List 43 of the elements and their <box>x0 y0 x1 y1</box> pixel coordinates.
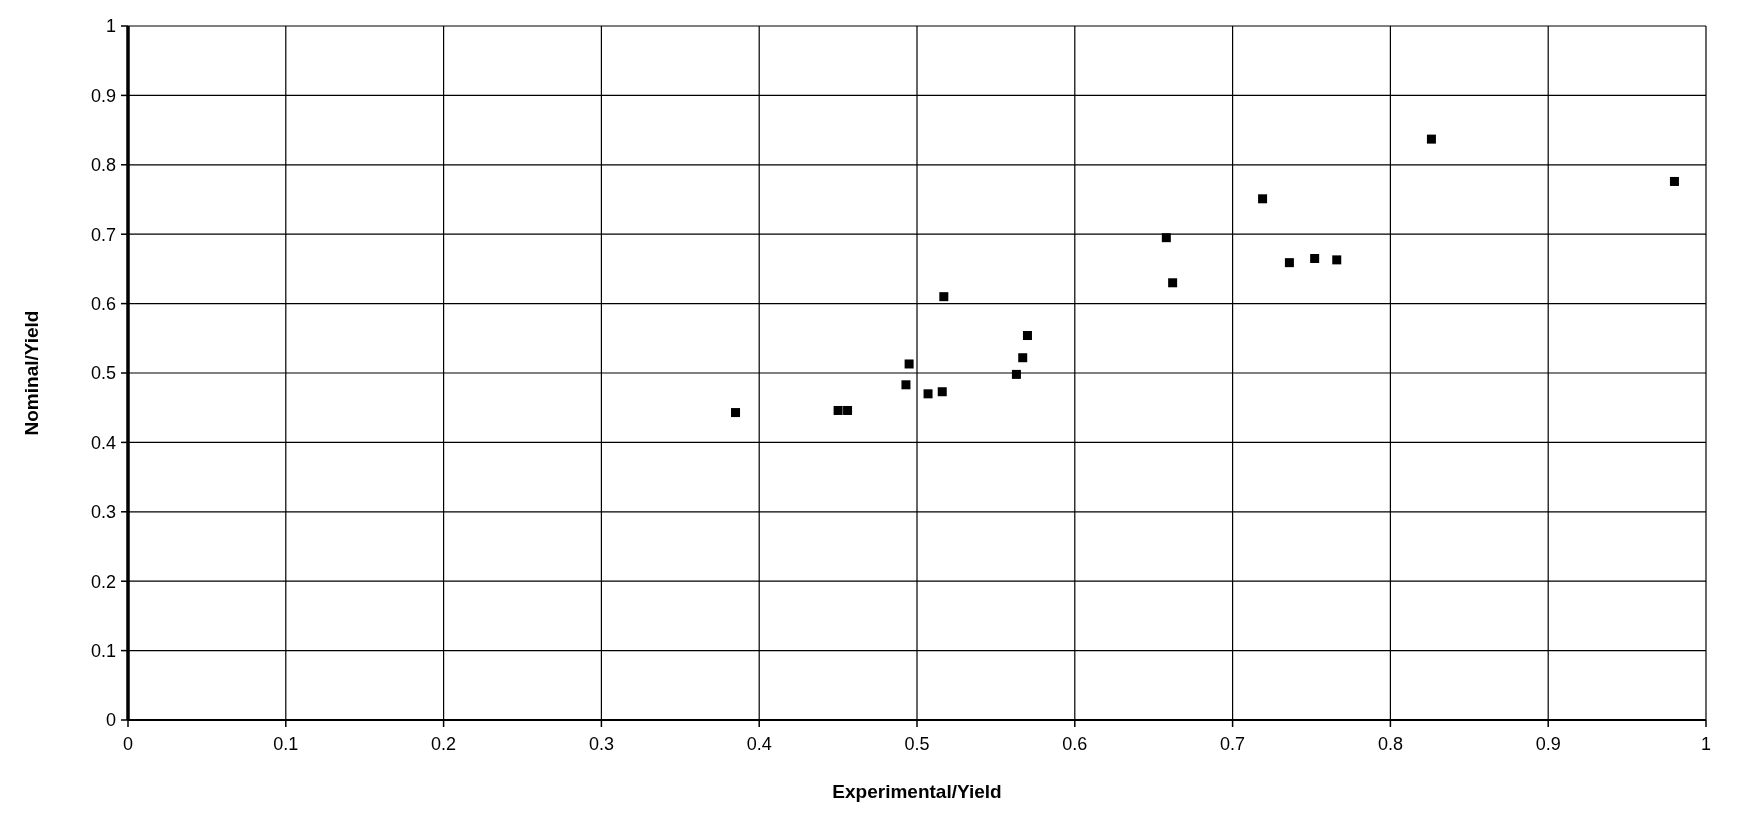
x-tick-label: 0.7 <box>1220 734 1246 754</box>
y-tick-label: 0.3 <box>90 502 116 523</box>
x-tick-label: 0.3 <box>588 734 614 754</box>
x-tick-label: 1 <box>1700 734 1712 754</box>
x-tick-label: 0.5 <box>904 734 930 754</box>
y-tick-label: 0.7 <box>90 224 116 245</box>
x-tick-label: 0 <box>122 734 134 754</box>
point <box>923 389 933 399</box>
y-tick-label: 0.1 <box>90 640 116 661</box>
y-axis-title: Nominal/Yield <box>21 310 42 436</box>
point <box>939 292 949 302</box>
point <box>901 380 911 390</box>
point <box>1018 353 1028 363</box>
point <box>1284 258 1294 268</box>
x-tick-label: 0.2 <box>431 734 457 754</box>
y-tick-label: 0.8 <box>90 155 116 176</box>
point <box>843 405 853 415</box>
x-tick-label: 0.1 <box>273 734 299 754</box>
point <box>833 405 843 415</box>
point <box>1022 331 1032 341</box>
point <box>937 387 947 397</box>
x-axis-title: Experimental/Yield <box>832 781 1002 802</box>
point <box>1258 194 1268 204</box>
x-tick-label: 0.4 <box>746 734 772 754</box>
x-tick-label: 0.9 <box>1535 734 1561 754</box>
y-tick-label: 1 <box>105 16 116 37</box>
y-tick-label: 0.4 <box>90 432 116 453</box>
point <box>1310 253 1320 263</box>
point <box>1426 134 1436 144</box>
y-tick-label: 0.5 <box>90 363 116 384</box>
y-tick-label: 0.9 <box>90 85 116 106</box>
y-tick-label: 0.2 <box>90 571 116 592</box>
point <box>1332 255 1342 265</box>
point <box>904 359 914 369</box>
point <box>1011 369 1021 379</box>
point <box>1161 233 1171 243</box>
point <box>731 408 741 418</box>
x-tick-label: 0.8 <box>1377 734 1403 754</box>
y-tick-label: 0 <box>105 710 116 731</box>
point <box>1669 176 1679 186</box>
y-tick-label: 0.6 <box>90 293 116 314</box>
point <box>1168 278 1178 288</box>
x-tick-label: 0.6 <box>1062 734 1088 754</box>
